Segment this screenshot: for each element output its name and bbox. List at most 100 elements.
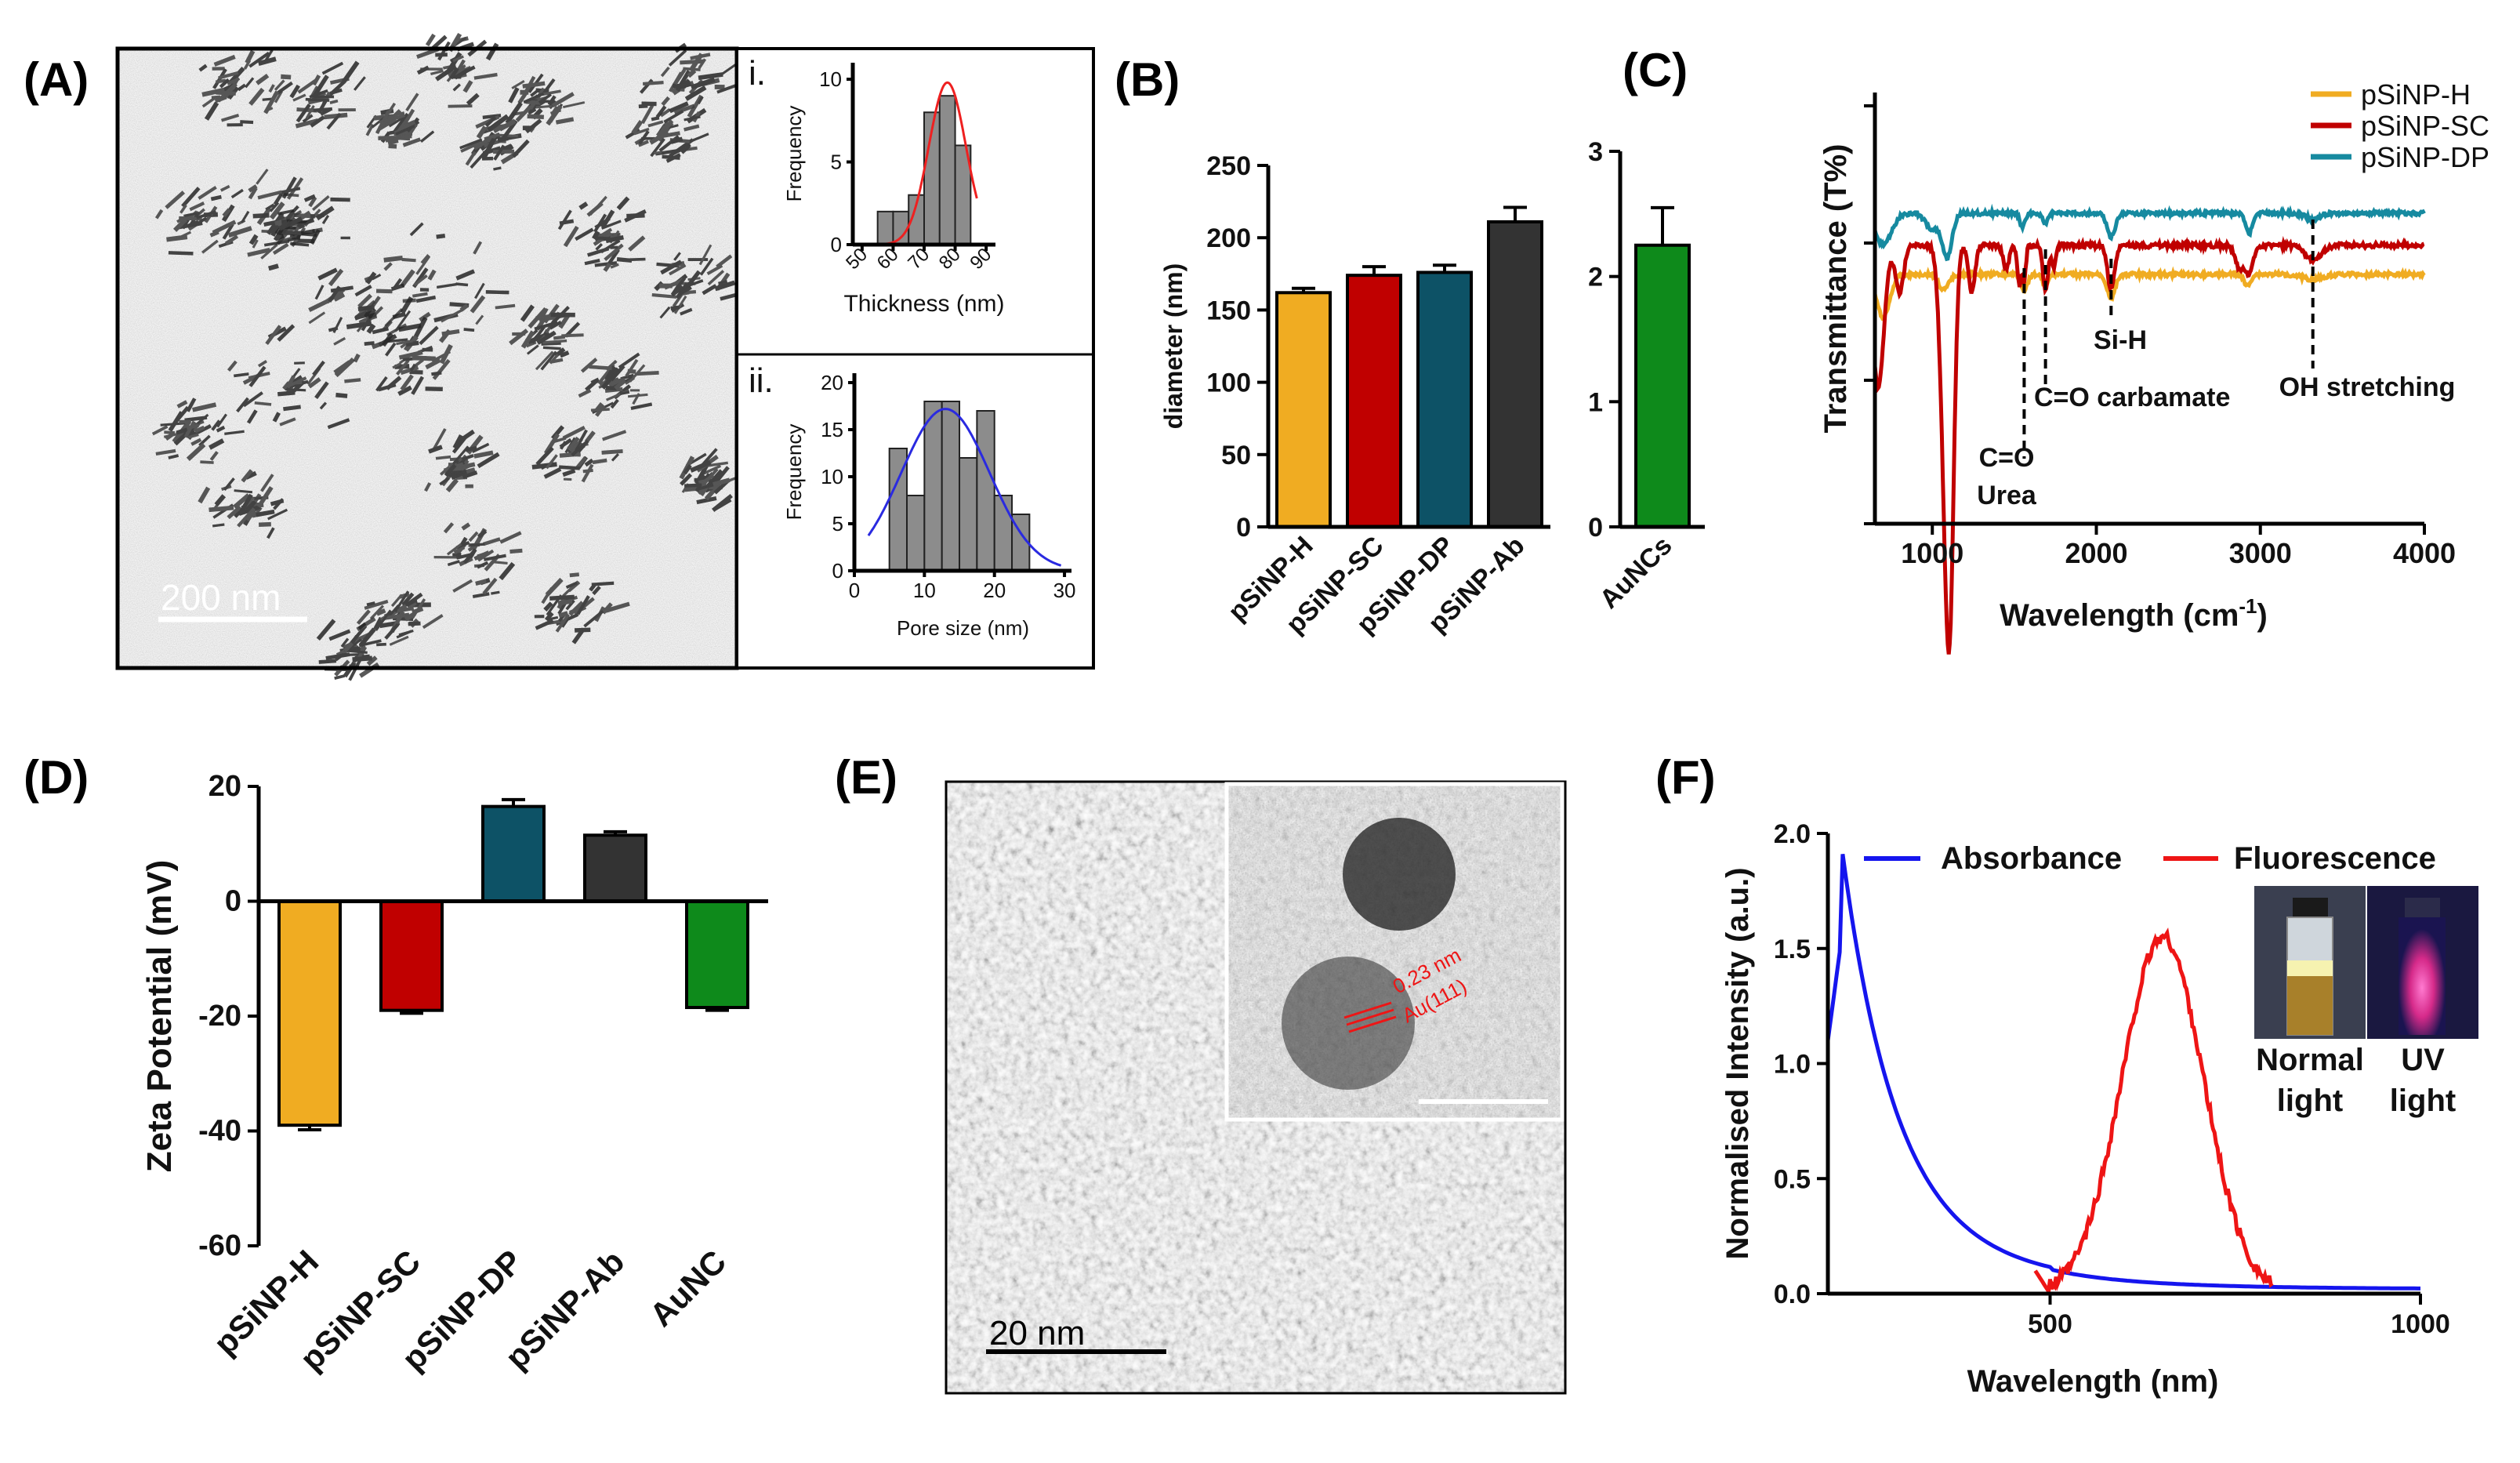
particle-strand	[470, 543, 485, 547]
particle-strand	[712, 477, 731, 487]
particle-strand	[549, 358, 564, 364]
particle-strand	[578, 388, 592, 398]
particle-strand	[245, 510, 257, 522]
particle-strand	[485, 42, 499, 61]
nanoparticle	[357, 222, 516, 343]
particle-strand	[353, 353, 361, 363]
y-tick-label: 20	[208, 770, 241, 803]
x-tick-label: 0	[849, 579, 860, 602]
particle-strand	[316, 619, 336, 641]
particle-strand	[303, 194, 316, 202]
y-tick-label: 0.0	[1774, 1280, 1811, 1309]
particle-strand	[649, 130, 669, 145]
particle-strand	[620, 373, 634, 380]
y-tick-label: 2	[1588, 263, 1603, 292]
particle-strand	[447, 560, 460, 567]
nanoparticle	[433, 522, 523, 599]
particle-strand	[256, 509, 275, 517]
particle-strand	[308, 299, 329, 312]
particle-strand	[312, 195, 330, 211]
particle-strand	[274, 234, 285, 241]
x-axis-label-end: )	[2257, 598, 2268, 633]
particle-strand	[475, 579, 487, 586]
particle-strand	[683, 464, 692, 475]
particle-strand	[237, 83, 246, 92]
particle-strand	[166, 234, 188, 242]
nanoparticle	[356, 590, 444, 647]
fit-curve	[867, 408, 1062, 567]
particle-strand	[432, 358, 451, 380]
y-tick-label: 1.0	[1774, 1050, 1811, 1080]
y-tick-label: 0	[225, 885, 241, 918]
particle-strand	[283, 405, 301, 412]
particle-strand	[432, 428, 447, 452]
particle-strand	[381, 102, 397, 123]
particle-strand	[392, 362, 402, 369]
particle-strand	[178, 222, 203, 230]
particle-strand	[400, 269, 415, 288]
particle-strand	[396, 339, 414, 346]
particle-strand	[436, 282, 457, 289]
nanoparticle	[151, 398, 245, 464]
particle-strand	[419, 130, 435, 143]
nanoparticle	[416, 32, 499, 108]
particle-strand	[372, 274, 382, 281]
particle-strand	[354, 314, 370, 321]
particle-strand	[469, 548, 477, 559]
particle-strand	[408, 621, 421, 626]
particle-strand	[181, 187, 201, 208]
particle-strand	[248, 187, 258, 200]
particle-strand	[509, 329, 529, 346]
particle-strand	[627, 368, 636, 374]
panel-label-f: (F)	[1655, 751, 1716, 804]
particle-strand	[536, 330, 557, 345]
particle-strand	[365, 271, 377, 285]
y-axis-label: Frequency	[782, 106, 806, 202]
particle-strand	[344, 378, 361, 383]
particle-strand	[631, 120, 644, 135]
particle-strand	[371, 341, 383, 350]
particle-strand	[187, 433, 199, 439]
particle-strand	[633, 127, 650, 136]
particle-strand	[190, 437, 202, 446]
particle-strand	[272, 242, 289, 255]
particle-strand	[526, 344, 539, 355]
particle-strand	[208, 438, 225, 450]
particle-strand	[530, 334, 540, 344]
particle-strand	[211, 95, 221, 100]
y-tick-label: 2.0	[1774, 819, 1811, 849]
particle-strand	[604, 365, 617, 382]
particle-strand	[473, 450, 494, 459]
particle-strand	[562, 101, 586, 109]
particle-strand	[557, 209, 572, 231]
particle-strand	[427, 269, 437, 281]
particle-strand	[540, 89, 561, 96]
particle-strand	[475, 314, 484, 325]
particle-strand	[329, 88, 343, 96]
nanoparticle	[679, 448, 745, 512]
particle-strand	[535, 619, 554, 630]
particle-strand	[274, 79, 285, 91]
particle-strand	[522, 81, 546, 89]
x-tick-label: 1000	[1901, 537, 1963, 569]
particle-strand	[333, 292, 346, 302]
particle-strand	[375, 289, 393, 294]
particle-strand	[373, 616, 383, 630]
particle-strand	[543, 466, 562, 479]
particle-strand	[317, 267, 338, 281]
particle-strand	[375, 609, 392, 631]
panel-label-e: (E)	[835, 751, 897, 804]
particle-strand	[683, 124, 700, 132]
particle-strand	[647, 120, 664, 128]
particle-strand	[330, 285, 354, 293]
particle-strand	[227, 505, 242, 520]
particle-strand	[477, 561, 489, 569]
particle-strand	[198, 486, 211, 504]
particle-strand	[542, 339, 567, 344]
nanoparticle	[198, 49, 293, 127]
nanoparticle	[227, 324, 361, 430]
particle-strand	[383, 255, 403, 263]
bar	[583, 833, 647, 903]
y-tick-label: 3	[1588, 137, 1603, 167]
particle-strand	[176, 215, 188, 223]
